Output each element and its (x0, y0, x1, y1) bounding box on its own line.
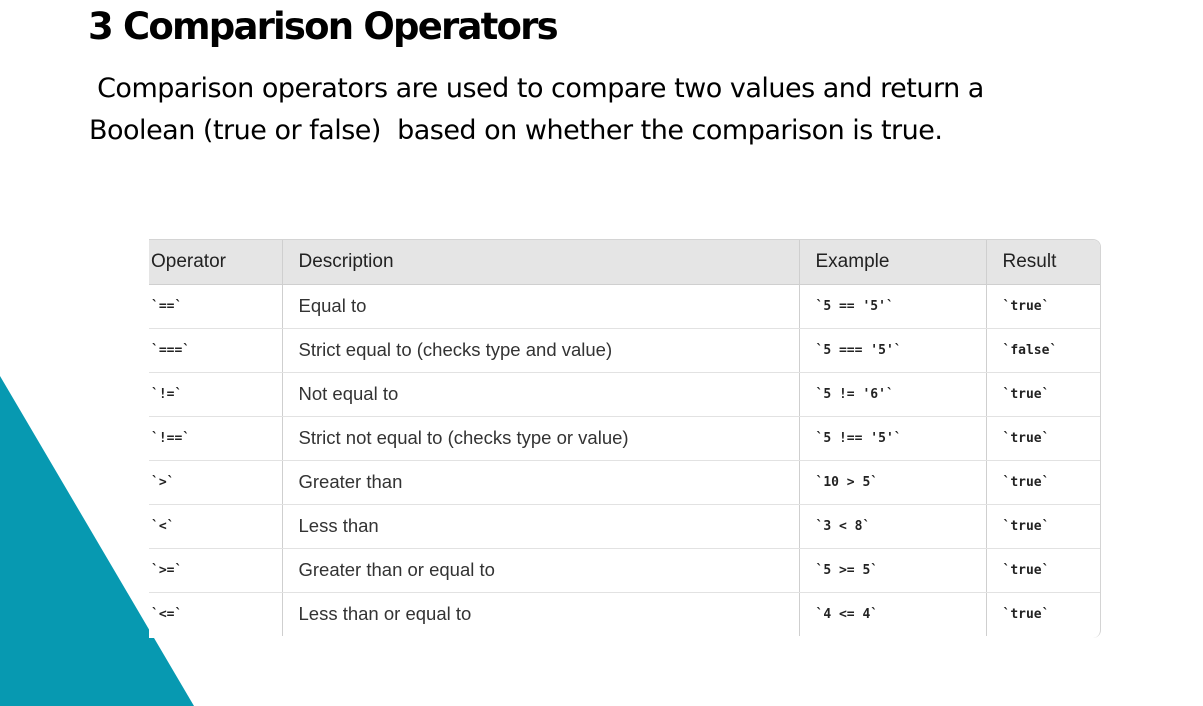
description-cell: Equal to (282, 284, 800, 329)
operator-cell: `<` (149, 504, 283, 549)
result-cell: `false` (986, 328, 1100, 373)
header-example: Example (799, 240, 987, 285)
operator-cell: `==` (149, 284, 283, 329)
description-cell: Not equal to (282, 372, 800, 417)
example-cell: `10 > 5` (799, 460, 987, 505)
operator-cell: `>` (149, 460, 283, 505)
description-cell: Strict equal to (checks type and value) (282, 328, 800, 373)
table-row: `!=` Not equal to `5 != '6'` `true` (149, 372, 1100, 417)
table-row: `!==` Strict not equal to (checks type o… (149, 416, 1100, 461)
description-cell: Less than (282, 504, 800, 549)
table-row: `<` Less than `3 < 8` `true` (149, 504, 1100, 549)
result-cell: `true` (986, 460, 1100, 505)
description-cell: Greater than or equal to (282, 548, 800, 593)
result-cell: `true` (986, 504, 1100, 549)
header-result: Result (986, 240, 1100, 285)
table-header-row: Operator Description Example Result (149, 240, 1100, 285)
table-row: `>=` Greater than or equal to `5 >= 5` `… (149, 548, 1100, 593)
example-cell: `3 < 8` (799, 504, 987, 549)
example-cell: `5 === '5'` (799, 328, 987, 373)
slide-title: 3 Comparison Operators (88, 5, 559, 48)
example-cell: `5 !== '5'` (799, 416, 987, 461)
result-cell: `true` (986, 372, 1100, 417)
example-cell: `4 <= 4` (799, 592, 987, 636)
result-cell: `true` (986, 548, 1100, 593)
slide-description-line-2: Boolean (true or false) based on whether… (89, 115, 943, 146)
table-row: `==` Equal to `5 == '5'` `true` (149, 284, 1100, 329)
description-cell: Strict not equal to (checks type or valu… (282, 416, 800, 461)
operator-cell: `===` (149, 328, 283, 373)
header-description: Description (282, 240, 800, 285)
slide-description-line-1: Comparison operators are used to compare… (89, 73, 984, 104)
table-row: `===` Strict equal to (checks type and v… (149, 328, 1100, 373)
slide-description: Comparison operators are used to compare… (89, 68, 1149, 152)
table-row: `>` Greater than `10 > 5` `true` (149, 460, 1100, 505)
operator-cell: `!=` (149, 372, 283, 417)
table-row: `<=` Less than or equal to `4 <= 4` `tru… (149, 592, 1100, 636)
operator-cell: `!==` (149, 416, 283, 461)
operator-cell: `<=` (149, 592, 283, 636)
header-operator: Operator (149, 240, 283, 285)
result-cell: `true` (986, 284, 1100, 329)
example-cell: `5 == '5'` (799, 284, 987, 329)
description-cell: Greater than (282, 460, 800, 505)
result-cell: `true` (986, 416, 1100, 461)
example-cell: `5 != '6'` (799, 372, 987, 417)
result-cell: `true` (1002, 606, 1050, 622)
example-cell: `5 >= 5` (799, 548, 987, 593)
operator-cell: `>=` (149, 548, 283, 593)
description-cell: Less than or equal to (282, 592, 800, 636)
operators-table: Operator Description Example Result `==`… (149, 239, 1101, 638)
